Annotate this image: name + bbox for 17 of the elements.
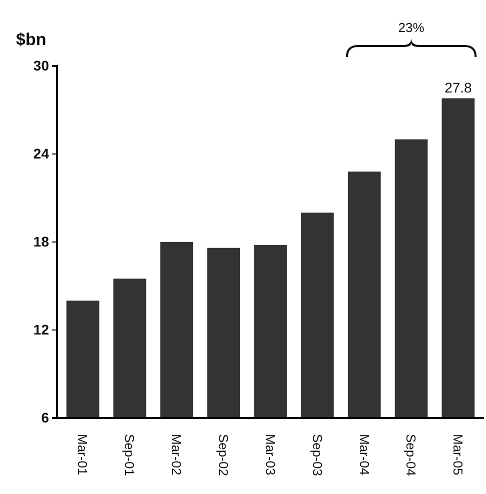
x-tick-label: Mar-02 xyxy=(169,434,184,476)
x-tick-label: Mar-01 xyxy=(75,434,90,476)
x-tick-label: Sep-02 xyxy=(216,434,232,476)
x-tick-label: Sep-01 xyxy=(122,434,138,476)
y-tick-label: 24 xyxy=(33,145,50,162)
y-tick-label: 6 xyxy=(41,409,50,426)
y-tick-label: 12 xyxy=(33,321,50,338)
y-axis-title: $bn xyxy=(16,30,46,49)
x-tick-label: Sep-04 xyxy=(404,434,419,476)
x-tick-label: Mar-03 xyxy=(262,434,278,476)
x-tick-label: Sep-03 xyxy=(310,434,325,476)
text: 23% xyxy=(398,20,425,35)
x-tick-label: Mar-05 xyxy=(450,434,466,476)
y-tick-label: 30 xyxy=(33,57,50,74)
x-tick-label: Mar-04 xyxy=(356,434,372,476)
data-label: 27.8 xyxy=(444,79,472,96)
y-tick-label: 18 xyxy=(33,233,50,250)
